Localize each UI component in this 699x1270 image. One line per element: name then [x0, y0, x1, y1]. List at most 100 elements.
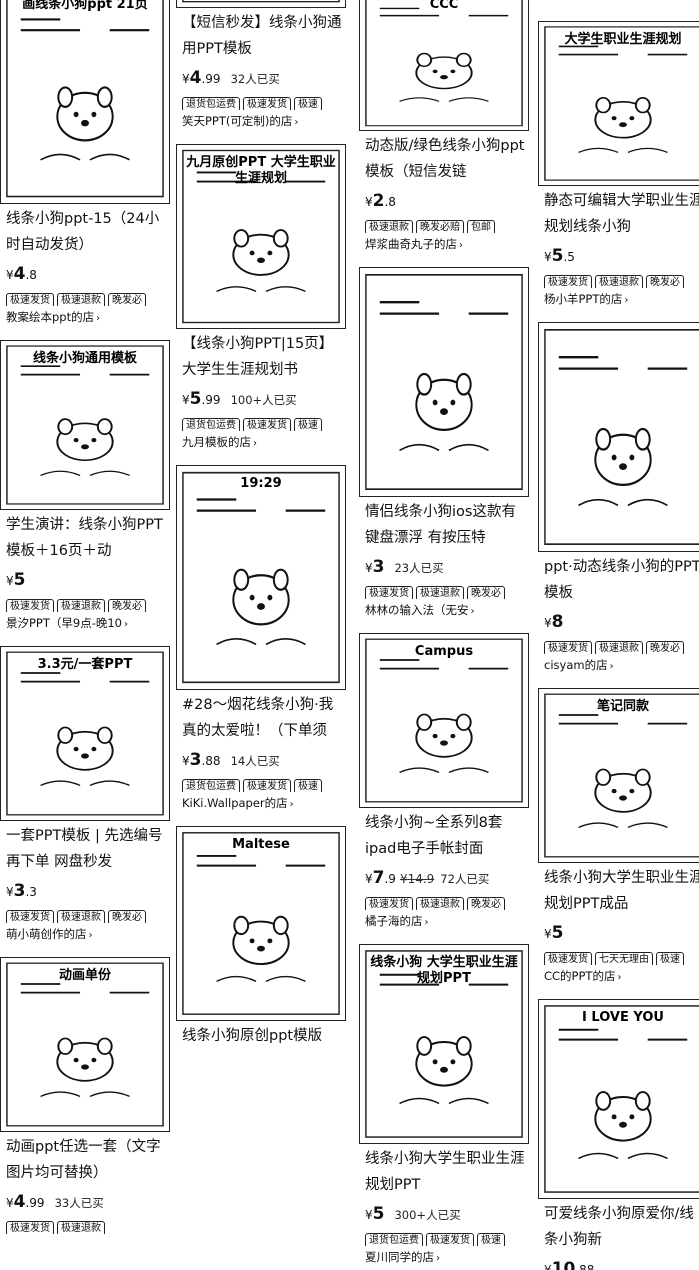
service-tag: 极速发货 — [544, 641, 592, 654]
product-card[interactable]: Campus 线条小狗~全系列8套ipad电子手帐封面 ¥7.9 ¥14.9 72人… — [359, 633, 529, 930]
thumbnail-caption: 画线条小狗ppt 21页 — [22, 0, 148, 12]
thumbnail-caption: 笔记同款 — [596, 699, 649, 714]
shop-link[interactable]: 橘子海的店 › — [359, 910, 529, 930]
price-decimal: .3 — [25, 885, 37, 899]
product-thumbnail[interactable]: CCC — [359, 0, 529, 131]
currency-symbol: ¥ — [365, 1208, 373, 1222]
shop-name: 焊浆曲奇丸子的店 — [365, 237, 457, 251]
dog-illustration-icon — [365, 638, 523, 803]
price-row: ¥3.3 — [0, 877, 170, 903]
product-thumbnail[interactable]: 19:29 — [176, 465, 346, 690]
service-tag: 极速退款 — [416, 897, 464, 910]
product-title[interactable]: 一套PPT模板 | 先选编号再下单 网盘秒发 — [6, 828, 163, 870]
product-thumbnail[interactable]: Campus — [359, 633, 529, 808]
service-tag: 极速发货 — [6, 599, 54, 612]
chevron-right-icon: › — [294, 117, 299, 128]
shop-link[interactable]: 焊浆曲奇丸子的店 › — [359, 233, 529, 253]
currency-symbol: ¥ — [544, 1263, 552, 1270]
product-card[interactable]: Maltese 线条小狗原创ppt模版 — [176, 826, 346, 1077]
chevron-right-icon: › — [289, 799, 294, 810]
service-tag: 极速发货 — [426, 1233, 474, 1246]
product-card[interactable]: 九月原创PPT 大学生职业生涯规划 【线条小狗PPT|15页】大学生生涯规划书 … — [176, 144, 346, 451]
product-title[interactable]: 线条小狗大学生职业生涯规划PPT — [365, 1151, 525, 1193]
product-card[interactable]: 情侣线条小狗ios这款有键盘漂浮 有按压特 ¥3 23人已买 极速发货 极速退款 晚发… — [359, 267, 529, 619]
product-title[interactable]: 情侣线条小狗ios这款有键盘漂浮 有按压特 — [365, 504, 516, 546]
dog-illustration-icon — [6, 651, 164, 816]
product-thumbnail[interactable]: 线条小狗通用模板 — [0, 340, 170, 510]
product-title[interactable]: 【短信秒发】线条小狗通用PPT模板 — [182, 15, 342, 57]
product-thumbnail[interactable]: 线条小狗 大学生职业生涯规划PPT — [359, 944, 529, 1144]
service-tag: 极速退款 — [365, 220, 413, 233]
product-thumbnail[interactable]: 笔记同款 — [538, 688, 699, 863]
product-thumbnail[interactable] — [538, 322, 699, 552]
service-tag: 极速 — [294, 418, 322, 431]
currency-symbol: ¥ — [182, 754, 190, 768]
price-integer: 10 — [551, 1259, 576, 1270]
service-tags: 极速发货 极速退款 晚发必 — [0, 903, 170, 923]
dog-illustration-icon — [182, 149, 340, 324]
product-title[interactable]: 线条小狗ppt-15（24小时自动发货） — [6, 211, 160, 253]
shop-name: 杨小羊PPT的店 — [544, 292, 623, 306]
product-title[interactable]: 线条小狗~全系列8套ipad电子手帐封面 — [365, 815, 503, 857]
product-card[interactable]: 线条小狗通用模板 学生演讲：线条小狗PPT模板＋16页＋动 ¥5 极速发货 极速退… — [0, 340, 170, 632]
service-tag: 极速 — [656, 952, 684, 965]
product-thumbnail[interactable]: 线条小狗通用PPT 16页动态+字体 — [176, 0, 346, 8]
product-title[interactable]: 动画ppt任选一套（文字图片均可替换） — [6, 1139, 161, 1181]
chevron-right-icon: › — [96, 313, 101, 324]
product-card[interactable]: CCC 动态版/绿色线条小狗ppt模板（短信发链 ¥2.8 极速退款 晚发必赔 包邮… — [359, 0, 529, 253]
product-title[interactable]: 动态版/绿色线条小狗ppt模板（短信发链 — [365, 138, 525, 180]
shop-link[interactable]: 杨小羊PPT的店 › — [538, 288, 699, 308]
shop-link[interactable]: 教案绘本ppt的店 › — [0, 306, 170, 326]
price-row: ¥10.88 — [538, 1255, 699, 1270]
shop-link[interactable]: 九月模板的店 › — [176, 431, 346, 451]
shop-link[interactable]: 夏川同学的店 › — [359, 1246, 529, 1266]
dog-illustration-icon — [6, 345, 164, 505]
product-title[interactable]: 线条小狗大学生职业生涯规划PPT成品 — [544, 870, 699, 912]
product-card[interactable]: 3.3元/一套PPT 一套PPT模板 | 先选编号再下单 网盘秒发 ¥3.3 极… — [0, 646, 170, 943]
shop-link[interactable]: 笑天PPT(可定制)的店 › — [176, 110, 346, 130]
product-title[interactable]: 可爱线条小狗原爱你/线条小狗新 — [544, 1206, 694, 1248]
product-thumbnail[interactable]: 画线条小狗ppt 21页 — [0, 0, 170, 204]
product-thumbnail[interactable] — [359, 267, 529, 497]
product-card[interactable]: ppt·动态线条小狗的PPT模板 ¥8 极速发货 极速退款 晚发必 cisyam的店… — [538, 322, 699, 674]
thumbnail-caption: 动画单份 — [58, 968, 111, 983]
product-title[interactable]: 线条小狗原创ppt模版 — [182, 1028, 323, 1044]
product-title[interactable]: 静态可编辑大学职业生涯规划线条小狗 — [544, 193, 699, 235]
service-tag: 极速发货 — [6, 293, 54, 306]
chevron-right-icon: › — [617, 972, 622, 983]
chevron-right-icon: › — [124, 619, 128, 630]
service-tag: 极速 — [477, 1233, 505, 1246]
product-title[interactable]: ppt·动态线条小狗的PPT模板 — [544, 559, 699, 601]
thumbnail-caption: CCC — [429, 0, 459, 12]
product-title[interactable]: 【线条小狗PPT|15页】大学生生涯规划书 — [182, 336, 334, 378]
price-integer: 4 — [13, 264, 26, 284]
product-title[interactable]: #28～烟花线条小狗·我真的太爱啦！（下单须 — [182, 697, 334, 739]
price-decimal: .88 — [575, 1263, 595, 1270]
shop-link[interactable]: KiKi.Wallpaper的店 › — [176, 792, 346, 812]
product-card[interactable]: 画线条小狗ppt 21页 线条小狗ppt-15（24小时自动发货） ¥4.8 极… — [0, 0, 170, 326]
product-card[interactable]: 线条小狗 大学生职业生涯规划PPT 线条小狗大学生职业生涯规划PPT ¥5 300… — [359, 944, 529, 1266]
product-thumbnail[interactable]: 大学生职业生涯规划 — [538, 21, 699, 186]
product-card[interactable]: 线条小狗通用PPT 16页动态+字体 【短信秒发】线条小狗通用PPT模板 ¥4.… — [176, 0, 346, 130]
product-thumbnail[interactable]: 动画单份 — [0, 957, 170, 1132]
product-thumbnail[interactable]: I LOVE YOU — [538, 999, 699, 1199]
original-price: ¥14.9 — [399, 872, 435, 886]
product-thumbnail[interactable]: Maltese — [176, 826, 346, 1021]
product-card[interactable]: 笔记同款 线条小狗大学生职业生涯规划PPT成品 ¥5 极速发货 七天无理由 极速 C… — [538, 688, 699, 985]
service-tag: 极速退款 — [595, 641, 643, 654]
shop-link[interactable]: cisyam的店 › — [538, 654, 699, 674]
dog-illustration-icon — [544, 693, 699, 858]
shop-link[interactable]: CC的PPT的店 › — [538, 965, 699, 985]
shop-link[interactable]: 林林の输入法（无安 › — [359, 599, 529, 619]
shop-link[interactable]: 萌小萌创作的店 › — [0, 923, 170, 943]
product-card[interactable]: 19:29 #28～烟花线条小狗·我真的太爱啦！（下单须 ¥3.88 14人已买 … — [176, 465, 346, 812]
product-title[interactable]: 学生演讲：线条小狗PPT模板＋16页＋动 — [6, 517, 163, 559]
product-thumbnail[interactable]: 3.3元/一套PPT — [0, 646, 170, 821]
price-integer: 3 — [189, 750, 202, 770]
product-card[interactable]: I LOVE YOU 可爱线条小狗原爱你/线条小狗新 ¥10.88 — [538, 999, 699, 1270]
product-card[interactable]: 大学生职业生涯规划 静态可编辑大学职业生涯规划线条小狗 ¥5.5 极速发货 极速退… — [538, 21, 699, 308]
product-thumbnail[interactable]: 九月原创PPT 大学生职业生涯规划 — [176, 144, 346, 329]
product-card[interactable]: 动画单份 动画ppt任选一套（文字图片均可替换） ¥4.99 33人已买 极速发货… — [0, 957, 170, 1234]
shop-link[interactable]: 景汐PPT（早9点-晚10 › — [0, 612, 170, 632]
price-integer: 2 — [372, 191, 385, 211]
